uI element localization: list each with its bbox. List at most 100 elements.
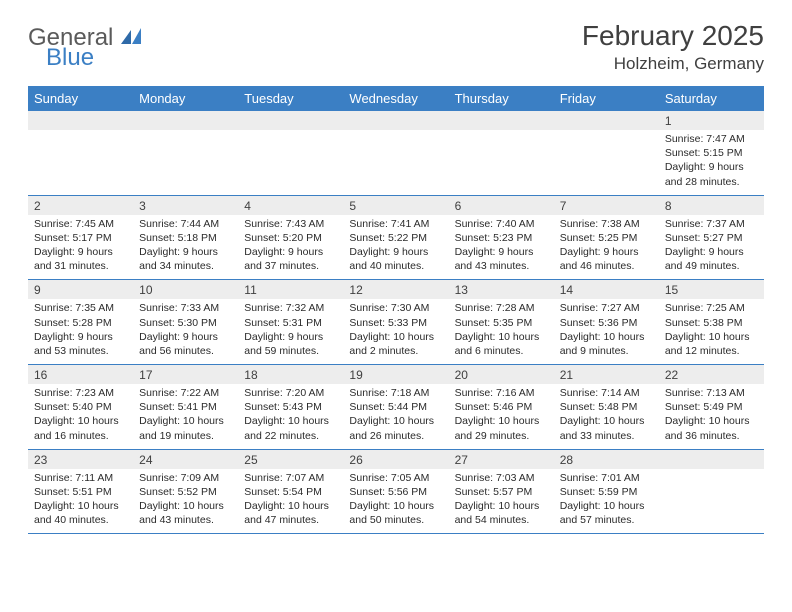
sunset-line: Sunset: 5:33 PM bbox=[349, 316, 442, 330]
daylight2-line: and 22 minutes. bbox=[244, 429, 337, 443]
day-body: Sunrise: 7:27 AMSunset: 5:36 PMDaylight:… bbox=[554, 299, 659, 364]
day-body: Sunrise: 7:18 AMSunset: 5:44 PMDaylight:… bbox=[343, 384, 448, 449]
day-number: 11 bbox=[238, 280, 343, 299]
day-body: Sunrise: 7:09 AMSunset: 5:52 PMDaylight:… bbox=[133, 469, 238, 534]
sunrise-line: Sunrise: 7:40 AM bbox=[455, 217, 548, 231]
day-number: 17 bbox=[133, 365, 238, 384]
sunrise-line: Sunrise: 7:30 AM bbox=[349, 301, 442, 315]
day-body: Sunrise: 7:25 AMSunset: 5:38 PMDaylight:… bbox=[659, 299, 764, 364]
dow-row: Sunday Monday Tuesday Wednesday Thursday… bbox=[28, 86, 764, 111]
week-row: 2Sunrise: 7:45 AMSunset: 5:17 PMDaylight… bbox=[28, 195, 764, 280]
daylight1-line: Daylight: 10 hours bbox=[455, 330, 548, 344]
day-body: Sunrise: 7:45 AMSunset: 5:17 PMDaylight:… bbox=[28, 215, 133, 280]
day-number: 13 bbox=[449, 280, 554, 299]
day-number: 14 bbox=[554, 280, 659, 299]
day-number: 15 bbox=[659, 280, 764, 299]
day-number: 18 bbox=[238, 365, 343, 384]
sunrise-line: Sunrise: 7:25 AM bbox=[665, 301, 758, 315]
day-body: Sunrise: 7:30 AMSunset: 5:33 PMDaylight:… bbox=[343, 299, 448, 364]
calendar-page: General Blue February 2025 Holzheim, Ger… bbox=[0, 0, 792, 554]
sunrise-line: Sunrise: 7:43 AM bbox=[244, 217, 337, 231]
day-body: Sunrise: 7:37 AMSunset: 5:27 PMDaylight:… bbox=[659, 215, 764, 280]
daylight2-line: and 46 minutes. bbox=[560, 259, 653, 273]
sunrise-line: Sunrise: 7:11 AM bbox=[34, 471, 127, 485]
day-cell: 2Sunrise: 7:45 AMSunset: 5:17 PMDaylight… bbox=[28, 195, 133, 280]
dow-cell: Saturday bbox=[659, 86, 764, 111]
week-row: 1Sunrise: 7:47 AMSunset: 5:15 PMDaylight… bbox=[28, 111, 764, 195]
daylight1-line: Daylight: 10 hours bbox=[560, 330, 653, 344]
day-number bbox=[133, 111, 238, 130]
day-body bbox=[659, 469, 764, 525]
day-cell bbox=[343, 111, 448, 195]
day-body: Sunrise: 7:22 AMSunset: 5:41 PMDaylight:… bbox=[133, 384, 238, 449]
day-body: Sunrise: 7:41 AMSunset: 5:22 PMDaylight:… bbox=[343, 215, 448, 280]
daylight1-line: Daylight: 10 hours bbox=[349, 414, 442, 428]
daylight2-line: and 53 minutes. bbox=[34, 344, 127, 358]
day-body: Sunrise: 7:07 AMSunset: 5:54 PMDaylight:… bbox=[238, 469, 343, 534]
sunrise-line: Sunrise: 7:35 AM bbox=[34, 301, 127, 315]
sunset-line: Sunset: 5:30 PM bbox=[139, 316, 232, 330]
day-cell: 16Sunrise: 7:23 AMSunset: 5:40 PMDayligh… bbox=[28, 365, 133, 450]
daylight1-line: Daylight: 10 hours bbox=[560, 499, 653, 513]
daylight2-line: and 34 minutes. bbox=[139, 259, 232, 273]
day-cell: 7Sunrise: 7:38 AMSunset: 5:25 PMDaylight… bbox=[554, 195, 659, 280]
sunrise-line: Sunrise: 7:33 AM bbox=[139, 301, 232, 315]
day-cell: 28Sunrise: 7:01 AMSunset: 5:59 PMDayligh… bbox=[554, 449, 659, 534]
daylight1-line: Daylight: 10 hours bbox=[349, 499, 442, 513]
sunset-line: Sunset: 5:44 PM bbox=[349, 400, 442, 414]
daylight2-line: and 43 minutes. bbox=[139, 513, 232, 527]
daylight1-line: Daylight: 9 hours bbox=[665, 160, 758, 174]
day-body bbox=[238, 130, 343, 186]
sunrise-line: Sunrise: 7:03 AM bbox=[455, 471, 548, 485]
daylight2-line: and 16 minutes. bbox=[34, 429, 127, 443]
day-number: 25 bbox=[238, 450, 343, 469]
sunset-line: Sunset: 5:51 PM bbox=[34, 485, 127, 499]
daylight2-line: and 54 minutes. bbox=[455, 513, 548, 527]
day-number: 10 bbox=[133, 280, 238, 299]
sunset-line: Sunset: 5:25 PM bbox=[560, 231, 653, 245]
day-body: Sunrise: 7:47 AMSunset: 5:15 PMDaylight:… bbox=[659, 130, 764, 195]
daylight2-line: and 47 minutes. bbox=[244, 513, 337, 527]
day-number: 1 bbox=[659, 111, 764, 130]
sunrise-line: Sunrise: 7:05 AM bbox=[349, 471, 442, 485]
day-body bbox=[554, 130, 659, 186]
day-number bbox=[28, 111, 133, 130]
day-cell: 12Sunrise: 7:30 AMSunset: 5:33 PMDayligh… bbox=[343, 280, 448, 365]
sunrise-line: Sunrise: 7:14 AM bbox=[560, 386, 653, 400]
day-body: Sunrise: 7:20 AMSunset: 5:43 PMDaylight:… bbox=[238, 384, 343, 449]
sunset-line: Sunset: 5:48 PM bbox=[560, 400, 653, 414]
daylight2-line: and 31 minutes. bbox=[34, 259, 127, 273]
sunrise-line: Sunrise: 7:01 AM bbox=[560, 471, 653, 485]
day-cell: 8Sunrise: 7:37 AMSunset: 5:27 PMDaylight… bbox=[659, 195, 764, 280]
sunset-line: Sunset: 5:54 PM bbox=[244, 485, 337, 499]
day-cell: 15Sunrise: 7:25 AMSunset: 5:38 PMDayligh… bbox=[659, 280, 764, 365]
day-cell: 18Sunrise: 7:20 AMSunset: 5:43 PMDayligh… bbox=[238, 365, 343, 450]
sunset-line: Sunset: 5:36 PM bbox=[560, 316, 653, 330]
sunrise-line: Sunrise: 7:41 AM bbox=[349, 217, 442, 231]
sunset-line: Sunset: 5:23 PM bbox=[455, 231, 548, 245]
day-number: 6 bbox=[449, 196, 554, 215]
day-body: Sunrise: 7:23 AMSunset: 5:40 PMDaylight:… bbox=[28, 384, 133, 449]
daylight2-line: and 56 minutes. bbox=[139, 344, 232, 358]
title-block: February 2025 Holzheim, Germany bbox=[582, 20, 764, 74]
day-cell: 1Sunrise: 7:47 AMSunset: 5:15 PMDaylight… bbox=[659, 111, 764, 195]
daylight2-line: and 6 minutes. bbox=[455, 344, 548, 358]
daylight2-line: and 40 minutes. bbox=[349, 259, 442, 273]
sunset-line: Sunset: 5:22 PM bbox=[349, 231, 442, 245]
day-number bbox=[659, 450, 764, 469]
daylight1-line: Daylight: 9 hours bbox=[665, 245, 758, 259]
day-body bbox=[449, 130, 554, 186]
daylight1-line: Daylight: 9 hours bbox=[560, 245, 653, 259]
sunrise-line: Sunrise: 7:22 AM bbox=[139, 386, 232, 400]
day-number: 3 bbox=[133, 196, 238, 215]
daylight1-line: Daylight: 10 hours bbox=[244, 414, 337, 428]
day-cell: 11Sunrise: 7:32 AMSunset: 5:31 PMDayligh… bbox=[238, 280, 343, 365]
day-cell: 6Sunrise: 7:40 AMSunset: 5:23 PMDaylight… bbox=[449, 195, 554, 280]
day-cell bbox=[133, 111, 238, 195]
sunrise-line: Sunrise: 7:16 AM bbox=[455, 386, 548, 400]
week-row: 23Sunrise: 7:11 AMSunset: 5:51 PMDayligh… bbox=[28, 449, 764, 534]
day-cell bbox=[238, 111, 343, 195]
daylight2-line: and 12 minutes. bbox=[665, 344, 758, 358]
day-cell: 4Sunrise: 7:43 AMSunset: 5:20 PMDaylight… bbox=[238, 195, 343, 280]
dow-cell: Tuesday bbox=[238, 86, 343, 111]
